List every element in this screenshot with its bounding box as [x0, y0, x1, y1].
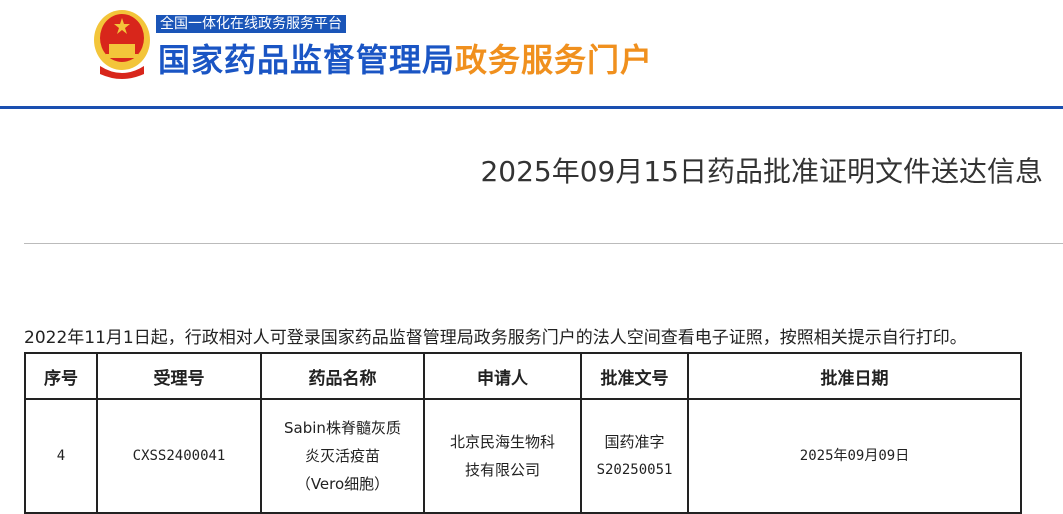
cell-applicant: 北京民海生物科 技有限公司 [423, 398, 582, 514]
site-logo[interactable]: 国家药品监督管理局政务服务门户 [158, 40, 653, 80]
table-row: 4 CXSS2400041 Sabin株脊髓灰质 炎灭活疫苗 （Vero细胞） … [24, 398, 1022, 514]
national-emblem-icon [94, 10, 150, 79]
applicant-line: 北京民海生物科 [449, 433, 555, 451]
col-approval-date: 批准日期 [687, 352, 1022, 400]
approval-table: 序号 受理号 药品名称 申请人 批准文号 批准日期 4 CXSS2400041 … [24, 352, 1022, 514]
page-title: 2025年09月15日药品批准证明文件送达信息 [480, 155, 1043, 188]
approval-no-line: S20250051 [596, 462, 673, 478]
notice-text: 2022年11月1日起，行政相对人可登录国家药品监督管理局政务服务门户的法人空间… [24, 328, 967, 348]
cell-index: 4 [24, 398, 98, 514]
title-divider [24, 243, 1063, 244]
cell-acceptance-no: CXSS2400041 [96, 398, 262, 514]
brand-sub: 政务服务门户 [455, 41, 654, 79]
site-header: 全国一体化在线政务服务平台 国家药品监督管理局政务服务门户 [0, 0, 1063, 107]
col-drug-name: 药品名称 [260, 352, 425, 400]
platform-label: 全国一体化在线政务服务平台 [156, 15, 346, 33]
col-acceptance-no: 受理号 [96, 352, 262, 400]
col-approval-no: 批准文号 [580, 352, 689, 400]
cell-approval-date: 2025年09月09日 [687, 398, 1022, 514]
applicant-line: 技有限公司 [464, 461, 540, 479]
cell-drug-name: Sabin株脊髓灰质 炎灭活疫苗 （Vero细胞） [260, 398, 425, 514]
approval-no-line: 国药准字 [604, 433, 665, 451]
cell-approval-no: 国药准字 S20250051 [580, 398, 689, 514]
header-divider [0, 106, 1063, 109]
col-index: 序号 [24, 352, 98, 400]
drug-name-line: Sabin株脊髓灰质 [284, 419, 401, 437]
col-applicant: 申请人 [423, 352, 582, 400]
drug-name-line: （Vero细胞） [295, 475, 390, 493]
brand-main: 国家药品监督管理局 [158, 41, 456, 79]
drug-name-line: 炎灭活疫苗 [304, 447, 380, 465]
table-header-row: 序号 受理号 药品名称 申请人 批准文号 批准日期 [24, 352, 1022, 400]
